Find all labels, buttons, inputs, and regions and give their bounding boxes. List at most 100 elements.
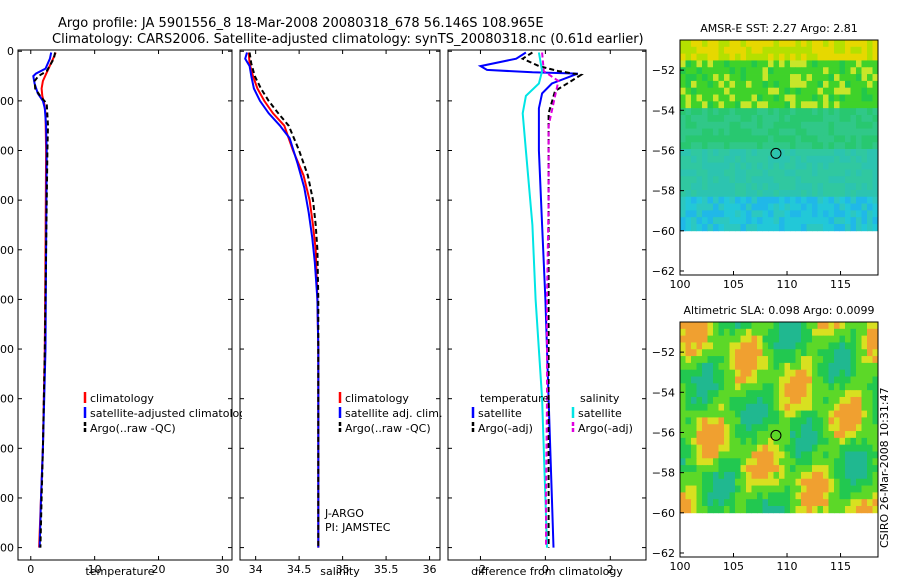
sst-cell: [806, 67, 813, 75]
sla-cell: [735, 485, 741, 493]
sst-cell: [696, 40, 703, 48]
sst-cell: [861, 101, 868, 109]
sst-cell: [872, 101, 879, 109]
sla-cell: [850, 356, 857, 364]
sla-cell: [724, 444, 730, 452]
sst-cell: [724, 108, 730, 116]
sst-cell: [735, 203, 741, 211]
sla-cell: [696, 417, 703, 425]
sla-cell: [724, 471, 730, 480]
sla-cell: [691, 349, 697, 357]
sla-cell: [740, 492, 747, 500]
sla-cell: [680, 342, 686, 350]
sst-cell: [762, 203, 769, 211]
sla-cell: [834, 322, 840, 330]
sst-cell: [680, 40, 686, 48]
sla-cell: [861, 485, 868, 493]
sla-cell: [724, 478, 730, 486]
sla-cell: [801, 328, 807, 337]
sla-cell: [757, 492, 763, 500]
sst-cell: [740, 60, 747, 68]
sla-cell: [735, 383, 741, 391]
sla-xtick-label: 105: [723, 560, 744, 573]
sst-cell: [707, 217, 714, 225]
sla-cell: [680, 369, 686, 377]
sla-cell: [861, 390, 868, 398]
sst-cell: [823, 224, 829, 232]
sst-cell: [784, 142, 791, 150]
sla-cell: [773, 322, 780, 330]
sst-cell: [834, 203, 840, 211]
sla-cell: [718, 322, 725, 330]
diff-series-1: [520, 51, 584, 548]
sla-cell: [696, 328, 703, 337]
sst-cell: [718, 128, 725, 136]
sst-cell: [713, 46, 719, 55]
sla-cell: [702, 369, 708, 377]
sst-cell: [685, 53, 692, 61]
sla-cell: [746, 396, 752, 405]
sst-cell: [702, 176, 708, 184]
sst-cell: [729, 135, 736, 143]
sst-cell: [861, 196, 868, 204]
sla-cell: [795, 362, 802, 371]
sst-cell: [801, 162, 807, 170]
sst-cell: [680, 169, 686, 177]
sla-cell: [680, 396, 686, 405]
sla-cell: [823, 465, 829, 473]
sst-cell: [850, 87, 857, 95]
temp-legend-label: climatology: [90, 392, 154, 405]
sst-cell: [801, 176, 807, 184]
sst-cell: [828, 176, 835, 184]
sla-cell: [707, 376, 714, 384]
sla-cell: [861, 376, 868, 384]
sla-cell: [839, 376, 846, 384]
sla-cell: [834, 396, 840, 405]
sla-cell: [861, 349, 868, 357]
sla-cell: [740, 444, 747, 452]
diff-legend-label: Argo(-adj): [578, 422, 633, 435]
sla-cell: [806, 328, 813, 337]
sst-cell: [828, 74, 835, 82]
sst-cell: [713, 94, 719, 102]
sst-cell: [801, 114, 807, 123]
sla-cell: [779, 403, 785, 411]
sla-cell: [845, 431, 851, 439]
sst-cell: [773, 87, 780, 95]
sst-cell: [685, 203, 692, 211]
sla-cell: [724, 342, 730, 350]
sst-cell: [713, 189, 719, 198]
sst-cell: [823, 135, 829, 143]
sla-cell: [757, 383, 763, 391]
sst-cell: [795, 176, 802, 184]
sla-cell: [784, 342, 791, 350]
sla-cell: [839, 369, 846, 377]
sla-cell: [845, 478, 851, 486]
sla-cell: [790, 362, 796, 371]
sst-cell: [724, 162, 730, 170]
sla-cell: [691, 478, 697, 486]
sla-cell: [757, 437, 763, 446]
sla-cell: [872, 431, 879, 439]
sst-cell: [762, 155, 769, 164]
sla-cell: [839, 478, 846, 486]
sst-cell: [713, 210, 719, 218]
sst-cell: [685, 40, 692, 48]
sla-cell: [795, 431, 802, 439]
sla-cell: [784, 465, 791, 473]
sla-cell: [685, 471, 692, 480]
sla-cell: [806, 451, 813, 459]
sla-cell: [790, 492, 796, 500]
sla-cell: [779, 465, 785, 473]
sst-cell: [762, 176, 769, 184]
sla-cell: [735, 437, 741, 446]
sst-cell: [856, 108, 862, 116]
sst-cell: [850, 217, 857, 225]
sla-cell: [707, 492, 714, 500]
sst-cell: [823, 210, 829, 218]
sst-cell: [834, 67, 840, 75]
sst-cell: [680, 80, 686, 89]
sst-cell: [790, 108, 796, 116]
sla-cell: [735, 499, 741, 507]
